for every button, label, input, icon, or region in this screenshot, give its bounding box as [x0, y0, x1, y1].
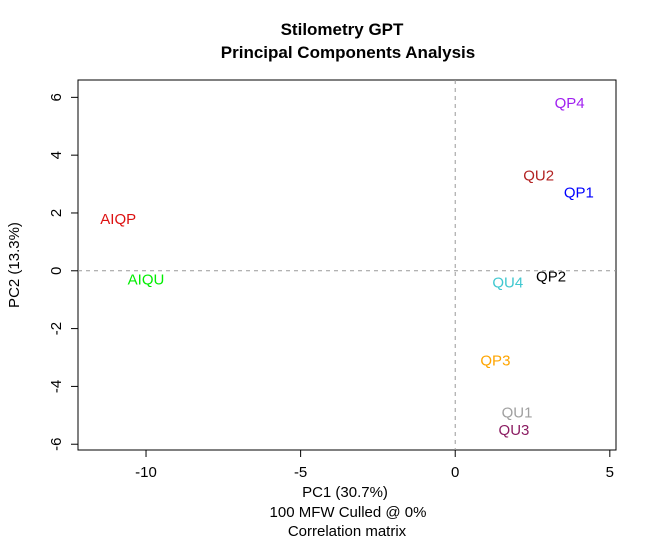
point-label-qu2: QU2: [523, 167, 554, 184]
point-label-qu4: QU4: [492, 274, 523, 291]
y-axis: -6 -4 -2 0 2 4 6: [48, 93, 78, 451]
caption-line-2: Correlation matrix: [288, 523, 407, 540]
chart-title: Stilometry GPT: [281, 20, 404, 39]
point-label-qp1: QP1: [564, 185, 594, 202]
x-tick-label: 0: [451, 464, 459, 481]
y-tick-label: -6: [48, 438, 65, 451]
y-tick-label: 4: [48, 151, 65, 159]
caption-line-1: 100 MFW Culled @ 0%: [270, 504, 427, 521]
y-tick-label: -4: [48, 380, 65, 393]
y-axis-label: PC2 (13.3%): [6, 222, 23, 308]
x-tick-label: 5: [606, 464, 614, 481]
y-tick-label: 2: [48, 209, 65, 217]
x-axis-label: PC1 (30.7%): [302, 484, 388, 501]
x-tick-label: -10: [135, 464, 157, 481]
point-label-qp2: QP2: [536, 269, 566, 286]
point-label-qp3: QP3: [480, 352, 510, 369]
point-label-qp4: QP4: [555, 95, 585, 112]
point-label-aiqp: AIQP: [100, 211, 136, 228]
point-label-qu3: QU3: [499, 422, 530, 439]
x-axis: -10 -5 0 5: [135, 450, 614, 481]
x-tick-label: -5: [294, 464, 307, 481]
plot-frame: [77, 79, 617, 451]
y-tick-label: 0: [48, 267, 65, 275]
point-label-qu1: QU1: [502, 404, 533, 421]
y-tick-label: -2: [48, 322, 65, 335]
chart-subtitle: Principal Components Analysis: [221, 43, 475, 62]
point-label-aiqu: AIQU: [128, 271, 165, 288]
y-tick-label: 6: [48, 93, 65, 101]
